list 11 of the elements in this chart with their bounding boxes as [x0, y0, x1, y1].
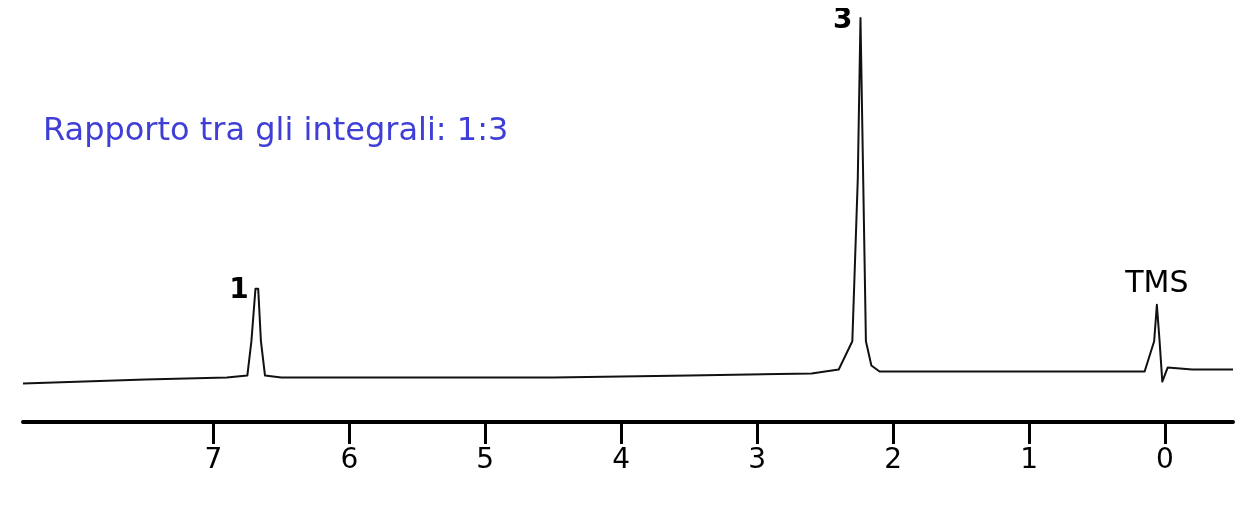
- x-tick-label: 3: [748, 441, 767, 475]
- x-tick-label: 7: [204, 441, 223, 475]
- x-tick-label: 2: [884, 441, 903, 475]
- annotation: TMS: [1124, 264, 1189, 300]
- x-tick-label: 0: [1156, 441, 1174, 475]
- x-tick-label: 1: [1020, 441, 1038, 475]
- annotation: 1: [229, 272, 249, 306]
- x-tick-label: 4: [612, 441, 631, 475]
- x-tick-label: 6: [340, 441, 359, 475]
- text: Rapporto tra gli integrali: 1:3: [43, 110, 509, 148]
- x-tick-label: 5: [476, 441, 495, 475]
